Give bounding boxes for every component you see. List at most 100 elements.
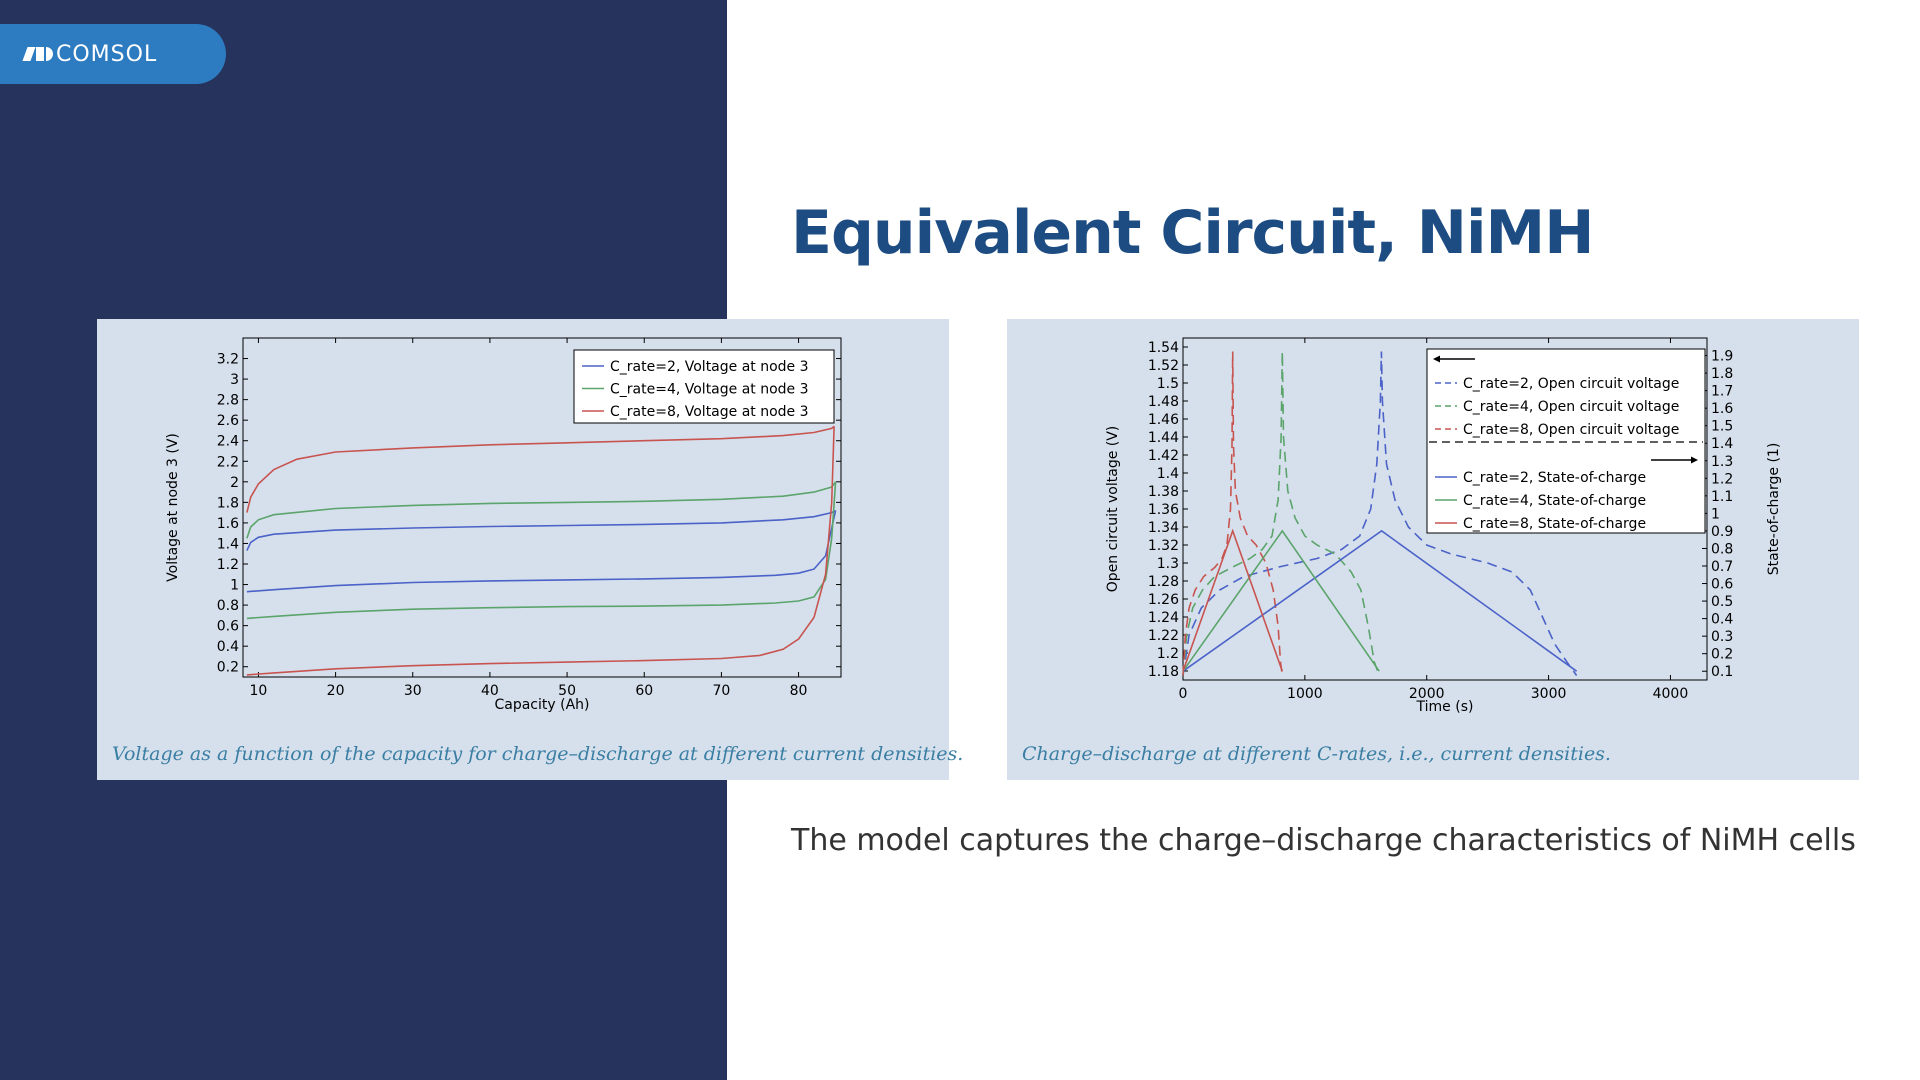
series-line-4 — [1182, 529, 1578, 672]
y-right-tick-label: 0.3 — [1711, 629, 1733, 645]
series-line-2 — [1182, 351, 1380, 676]
y-axis-label: Voltage at node 3 (V) — [165, 433, 181, 582]
legend-entry: C_rate=4, Voltage at node 3 — [610, 382, 809, 398]
plot-frame — [242, 337, 842, 678]
y-tick-label: 1.4 — [217, 536, 239, 552]
y-tick-label: 1.26 — [1148, 592, 1179, 608]
y-tick-label: 1.3 — [1157, 556, 1179, 572]
y-tick-label: 1.54 — [1148, 340, 1179, 356]
y-tick-label: 1.34 — [1148, 520, 1179, 536]
y-axis-label-right: State-of-charge (1) — [1766, 443, 1782, 576]
x-tick-label: 3000 — [1531, 686, 1567, 702]
legend-entry: C_rate=2, State-of-charge — [1463, 470, 1646, 486]
series-line-charge-1 — [246, 509, 836, 551]
chart-panel-ocv: 0 1000 2000 3000 4000 1.18 1.2 1.22 1.24 1.26 1.28… — [1007, 319, 1859, 780]
y-tick-label: 1.28 — [1148, 574, 1179, 590]
legend-entry: C_rate=4, State-of-charge — [1463, 493, 1646, 509]
y-tick-label: 1.44 — [1148, 430, 1179, 446]
y-tick-label: 2.6 — [217, 413, 239, 429]
y-tick-label: 1.2 — [1157, 646, 1179, 662]
comsol-logo-icon — [22, 47, 53, 61]
x-tick-label: 0 — [1179, 686, 1188, 702]
legend-box — [1426, 348, 1706, 534]
y-tick-label: 0.8 — [217, 598, 239, 614]
x-tick-label: 4000 — [1653, 686, 1689, 702]
y-tick-label: 1.42 — [1148, 448, 1179, 464]
series-line-6 — [1182, 528, 1284, 672]
y-right-tick-label: 1.7 — [1711, 384, 1733, 400]
y-tick-label: 1.2 — [217, 557, 239, 573]
y-tick-label: 1.22 — [1148, 628, 1179, 644]
x-tick-label: 80 — [790, 683, 808, 699]
x-tick-label: 60 — [635, 683, 653, 699]
x-axis-label: Time (s) — [1416, 699, 1474, 715]
x-tick-label: 30 — [404, 683, 422, 699]
y-right-tick-label: 1.2 — [1711, 471, 1733, 487]
y-tick-label: 0.4 — [217, 639, 239, 655]
chart-caption-voltage: Voltage as a function of the capacity fo… — [112, 743, 964, 765]
y-tick-label: 1.8 — [217, 495, 239, 511]
legend-entry: C_rate=2, Open circuit voltage — [1463, 376, 1679, 392]
y-right-tick-label: 0.2 — [1711, 647, 1733, 663]
y-right-tick-label: 0.7 — [1711, 559, 1733, 575]
legend-entry: C_rate=4, Open circuit voltage — [1463, 399, 1679, 415]
legend-entry: C_rate=2, Voltage at node 3 — [610, 359, 809, 375]
x-tick-label: 40 — [481, 683, 499, 699]
y-right-tick-label: 1.1 — [1711, 489, 1733, 505]
y-tick-label: 2 — [230, 475, 239, 491]
legend-entry: C_rate=8, State-of-charge — [1463, 516, 1646, 532]
y-tick-label: 1.32 — [1148, 538, 1179, 554]
y-right-tick-label: 0.8 — [1711, 541, 1733, 557]
y-right-tick-label: 1.3 — [1711, 454, 1733, 470]
x-tick-label: 20 — [327, 683, 345, 699]
y-right-tick-label: 0.1 — [1711, 664, 1733, 680]
x-tick-label: 50 — [558, 683, 576, 699]
y-right-tick-label: 0.5 — [1711, 594, 1733, 610]
y-right-tick-label: 1.9 — [1711, 349, 1733, 365]
x-tick-label: 1000 — [1287, 686, 1323, 702]
legend-arrow-left-head — [1433, 355, 1440, 363]
y-tick-label: 1.18 — [1148, 664, 1179, 680]
chart-caption-ocv: Charge–discharge at different C-rates, i… — [1022, 743, 1611, 765]
y-tick-label: 1 — [230, 578, 239, 594]
logo-text: COMSOL — [56, 41, 158, 67]
y-right-tick-label: 1.5 — [1711, 419, 1733, 435]
y-tick-label: 2.2 — [217, 454, 239, 470]
page-title: Equivalent Circuit, NiMH — [791, 198, 1594, 268]
y-tick-label: 1.52 — [1148, 358, 1179, 374]
x-tick-label: 2000 — [1409, 686, 1445, 702]
y-tick-label: 0.2 — [217, 660, 239, 676]
y-tick-label: 0.6 — [217, 619, 239, 635]
series-line-3 — [1182, 351, 1284, 676]
legend-box — [573, 349, 835, 424]
y-tick-label: 1.6 — [217, 516, 239, 532]
ocv-soc-chart: 0 1000 2000 3000 4000 1.18 1.2 1.22 1.24 1.26 1.28… — [1105, 337, 1782, 715]
summary-text: The model captures the charge–discharge … — [791, 823, 1856, 858]
series-line-charge-2 — [246, 481, 837, 539]
x-tick-label: 10 — [250, 683, 268, 699]
series-line-1 — [1182, 351, 1578, 676]
y-right-tick-label: 0.4 — [1711, 612, 1733, 628]
y-tick-label: 1.36 — [1148, 502, 1179, 518]
y-right-tick-label: 0.6 — [1711, 577, 1733, 593]
x-axis-label: Capacity (Ah) — [494, 697, 589, 713]
y-tick-label: 1.46 — [1148, 412, 1179, 428]
comsol-logo: COMSOL — [0, 24, 226, 84]
y-tick-label: 3 — [230, 372, 239, 388]
series-line-discharge-3 — [246, 426, 835, 676]
y-right-tick-label: 1.6 — [1711, 401, 1733, 417]
legend-arrow-right-head — [1691, 456, 1698, 464]
y-tick-label: 1.48 — [1148, 394, 1179, 410]
y-right-tick-label: 1.8 — [1711, 366, 1733, 382]
y-tick-label: 2.8 — [217, 393, 239, 409]
legend-entry: C_rate=8, Open circuit voltage — [1463, 422, 1679, 438]
x-tick-label: 70 — [712, 683, 730, 699]
y-right-tick-label: 0.9 — [1711, 524, 1733, 540]
y-tick-label: 3.2 — [217, 352, 239, 368]
legend-entry: C_rate=8, Voltage at node 3 — [610, 404, 809, 420]
y-axis-label: Open circuit voltage (V) — [1105, 426, 1121, 593]
y-tick-label: 1.4 — [1157, 466, 1179, 482]
series-line-discharge-1 — [246, 510, 837, 593]
y-tick-label: 1.5 — [1157, 376, 1179, 392]
chart-panel-voltage: 10 20 30 40 50 60 70 80 0.2 0.4 0.6 0.8 1 1.2 1.4 1.6 1.… — [97, 319, 963, 780]
